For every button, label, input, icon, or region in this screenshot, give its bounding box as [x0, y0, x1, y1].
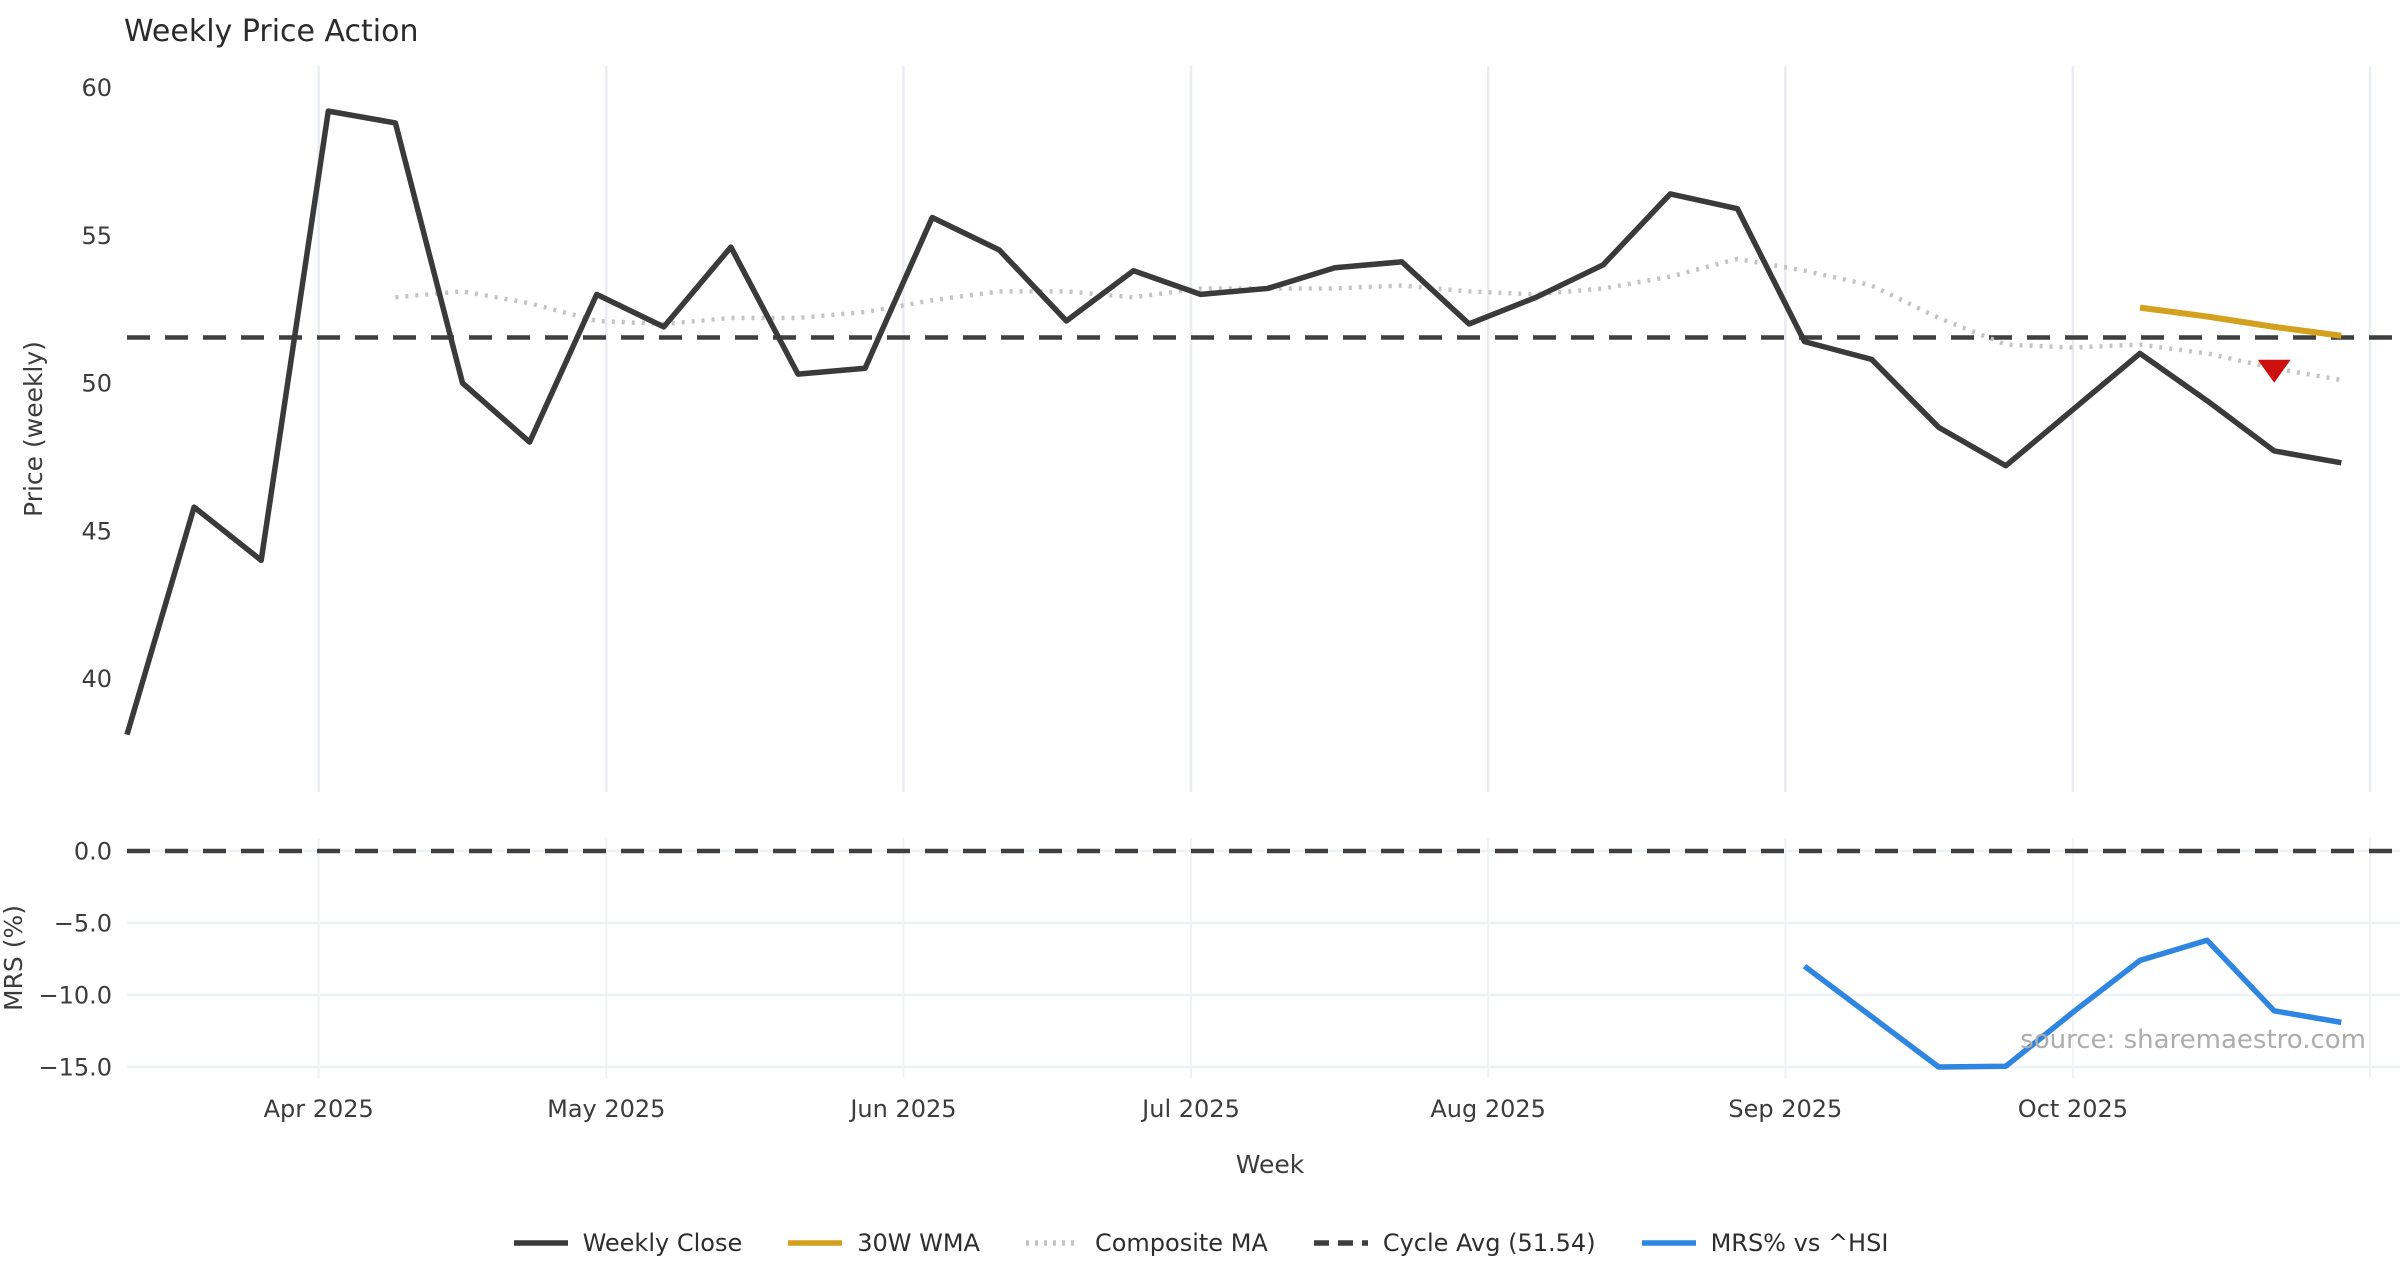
legend-label: Composite MA	[1094, 1229, 1268, 1257]
y-tick-label: −5.0	[54, 910, 112, 938]
y-tick-label: 55	[81, 222, 112, 250]
legend-item-30w-wma: 30W WMA	[786, 1229, 980, 1257]
price-axis-label: Price (weekly)	[19, 341, 48, 517]
legend-line-sample-icon	[1641, 1240, 1696, 1246]
legend-item-mrs-vs-hsi: MRS% vs ^HSI	[1640, 1229, 1889, 1257]
y-tick-label: −15.0	[38, 1054, 112, 1082]
legend-line-sample-icon	[1313, 1240, 1368, 1246]
mrs-axis-label: MRS (%)	[0, 905, 28, 1011]
legend-label: MRS% vs ^HSI	[1710, 1229, 1889, 1257]
x-tick-label: Jul 2025	[1140, 1095, 1240, 1123]
y-tick-label: 60	[81, 74, 112, 102]
x-tick-label: Jun 2025	[848, 1095, 956, 1123]
legend-label: Cycle Avg (51.54)	[1382, 1229, 1596, 1257]
legend-item-cycle-avg-51-54: Cycle Avg (51.54)	[1312, 1229, 1596, 1257]
legend-line-sample-icon	[788, 1240, 843, 1246]
axis-tick-labels: Apr 2025 May 2025 Jun 2025 Jul 2025 Aug 2025…	[38, 74, 2128, 1123]
30w-wma-line	[2139, 304, 2342, 339]
legend-label: Weekly Close	[582, 1229, 743, 1257]
legend-label: 30W WMA	[857, 1229, 980, 1257]
composite-ma-signal-marker	[2257, 359, 2291, 383]
weekly-close-line	[124, 108, 2342, 736]
y-tick-label: 45	[81, 517, 112, 545]
x-tick-label: Oct 2025	[2018, 1095, 2128, 1123]
week-axis-label: Week	[1236, 1150, 1305, 1179]
legend-line-sample-icon	[1025, 1240, 1080, 1246]
y-tick-label: −10.0	[38, 982, 112, 1010]
x-tick-label: Sep 2025	[1728, 1095, 1842, 1123]
composite-ma-line	[395, 256, 2342, 383]
legend: Weekly Close 30W WMA Composite MA Cycle Avg…	[0, 1222, 2400, 1264]
watermark: source: sharemaestro.com	[2020, 1025, 2366, 1055]
chart-title: Weekly Price Action	[124, 14, 419, 49]
reference-lines	[127, 335, 2400, 854]
x-tick-label: Apr 2025	[264, 1095, 374, 1123]
legend-item-weekly-close: Weekly Close	[512, 1229, 743, 1257]
y-tick-label: 50	[81, 370, 112, 398]
gridlines	[127, 66, 2400, 1078]
legend-item-composite-ma: Composite MA	[1024, 1229, 1268, 1257]
legend-line-sample-icon	[513, 1240, 568, 1246]
data-series	[124, 108, 2342, 1070]
x-tick-label: May 2025	[547, 1095, 665, 1123]
y-tick-label: 40	[81, 665, 112, 693]
x-tick-label: Aug 2025	[1430, 1095, 1546, 1123]
mrs-vs-hsi-line	[1802, 937, 2342, 1070]
y-tick-label: 0.0	[74, 838, 112, 866]
